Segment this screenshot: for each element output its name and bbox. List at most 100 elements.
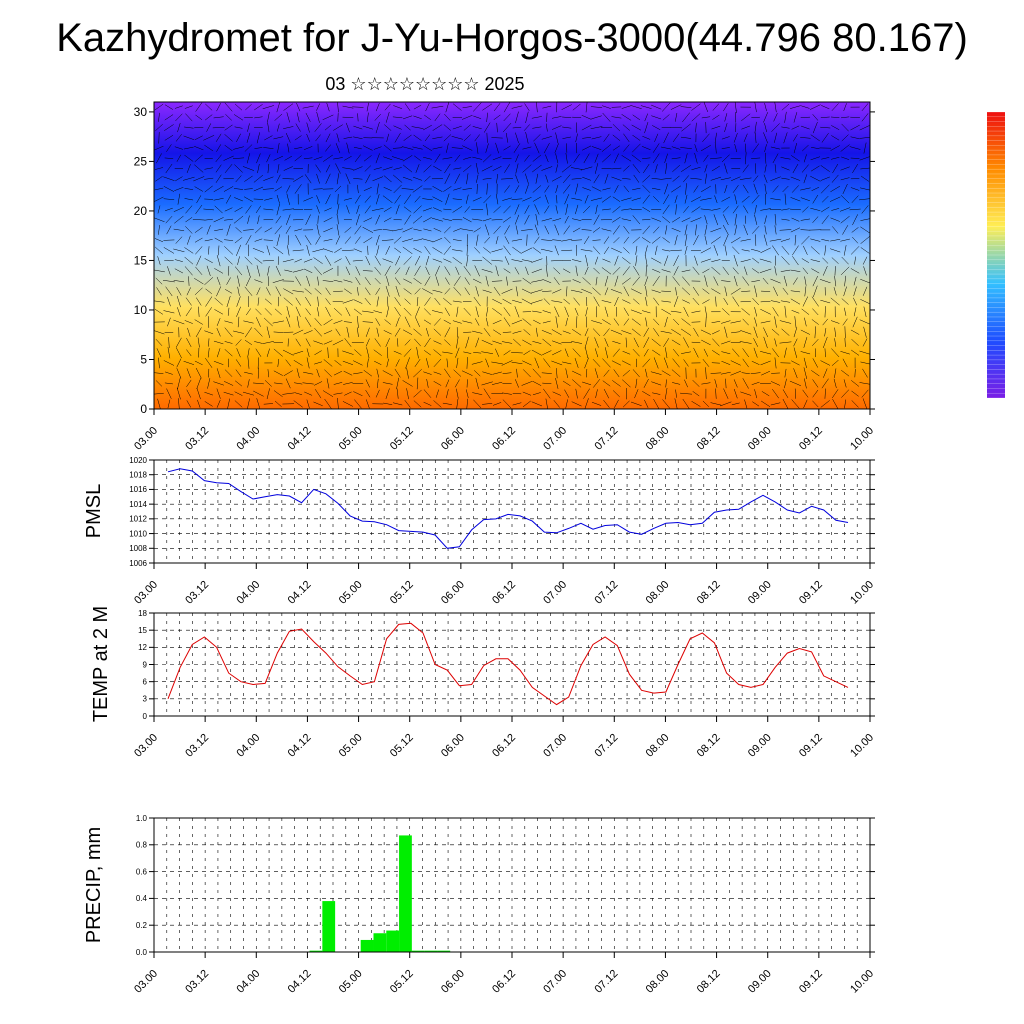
wind-barb (840, 351, 850, 355)
wind-barb (830, 156, 840, 160)
pmsl-x-tick-label: 03.12 (183, 579, 211, 607)
wind-barb (602, 105, 611, 109)
wind-barb (433, 371, 442, 375)
wind-barb (591, 320, 602, 324)
wind-barb (544, 185, 550, 193)
wind-barb (235, 227, 242, 233)
wind-barb (724, 184, 728, 194)
wind-barb (186, 235, 191, 245)
temp-y-tick-label: 0 (143, 712, 148, 721)
wind-barb (204, 277, 214, 286)
wind-barb (553, 277, 560, 285)
wind-barb (763, 132, 769, 144)
wind-barb (851, 380, 860, 387)
wind-barb (365, 287, 371, 296)
wind-barb (184, 198, 194, 201)
wind-barb (445, 379, 450, 388)
wind-barb (642, 157, 651, 159)
wind-barb (594, 337, 599, 348)
wind-barb (177, 123, 181, 133)
wind-barb (771, 328, 780, 336)
wind-barb (463, 266, 471, 276)
wind-barb (700, 247, 712, 254)
wind-barb (493, 114, 501, 120)
wind-barb (542, 338, 552, 347)
wind-barb (216, 255, 221, 267)
wind-barb (553, 400, 560, 408)
wind-barb (255, 308, 262, 315)
wind-barb (661, 370, 671, 376)
wind-barb (693, 235, 699, 246)
wind-barb (674, 195, 678, 204)
wind-barb (495, 348, 500, 357)
wind-barb (332, 300, 344, 303)
wind-barb (332, 339, 344, 346)
wind-barb (154, 217, 165, 223)
wind-barb (376, 194, 380, 205)
wind-barb (603, 369, 610, 377)
wind-barb (602, 187, 611, 191)
wind-barb (521, 247, 533, 254)
wind-barb (705, 367, 707, 380)
wind-barb (224, 124, 233, 131)
wind-barb (315, 235, 321, 245)
precip-x-tick-label: 05.12 (388, 968, 416, 996)
wind-barb (403, 134, 412, 141)
wind-barb (720, 401, 732, 407)
wind-barb (433, 340, 442, 345)
wind-barb (542, 350, 552, 356)
wind-barb (224, 207, 233, 212)
wind-barb (204, 114, 213, 121)
wind-barb (823, 368, 828, 378)
wind-barb (622, 257, 631, 265)
wind-barb (384, 265, 391, 276)
wind-barb (551, 125, 562, 130)
wind-barb (585, 307, 588, 317)
wind-barb (522, 400, 531, 408)
wind-barb (473, 370, 481, 377)
wind-barb (770, 176, 781, 182)
wind-barb (850, 136, 860, 140)
wind-barb (237, 275, 240, 287)
wind-barb (594, 348, 599, 358)
wind-barb (585, 102, 588, 113)
wind-barb (481, 269, 493, 273)
wind-barb (175, 236, 183, 244)
heatmap-y-tick-label: 5 (140, 353, 147, 367)
wind-barb (433, 349, 442, 357)
wind-barb (794, 316, 797, 328)
wind-barb (810, 175, 821, 182)
pmsl-x-tick-label: 06.12 (490, 579, 518, 607)
wind-barb (583, 236, 590, 245)
wind-barb (853, 297, 858, 306)
wind-barb (396, 388, 399, 399)
wind-barb (502, 298, 512, 305)
wind-barb (612, 390, 620, 398)
temp-y-tick-label: 18 (138, 609, 147, 618)
wind-barb (322, 280, 334, 282)
wind-barb (534, 357, 540, 369)
wind-barb (664, 255, 669, 266)
wind-barb (367, 245, 369, 255)
wind-barb (486, 203, 489, 216)
wind-barb (344, 391, 352, 396)
wind-barb (204, 401, 213, 407)
wind-barb (391, 156, 404, 161)
wind-barb (446, 143, 449, 153)
wind-barb (413, 104, 422, 110)
temp-x-tick-label: 07.00 (541, 732, 569, 760)
wind-barb (622, 379, 631, 388)
wind-barb (582, 145, 592, 151)
wind-barb (693, 185, 699, 193)
wind-barb (860, 175, 870, 182)
wind-barb (382, 195, 393, 203)
wind-barb (633, 174, 640, 183)
wind-barb (303, 146, 313, 150)
wind-barb (671, 369, 681, 377)
wind-barb (623, 165, 630, 172)
wind-barb (256, 132, 260, 144)
wind-barb (571, 167, 583, 170)
wind-barb (233, 114, 244, 121)
wind-barb (177, 307, 181, 317)
wind-barb (233, 188, 244, 190)
